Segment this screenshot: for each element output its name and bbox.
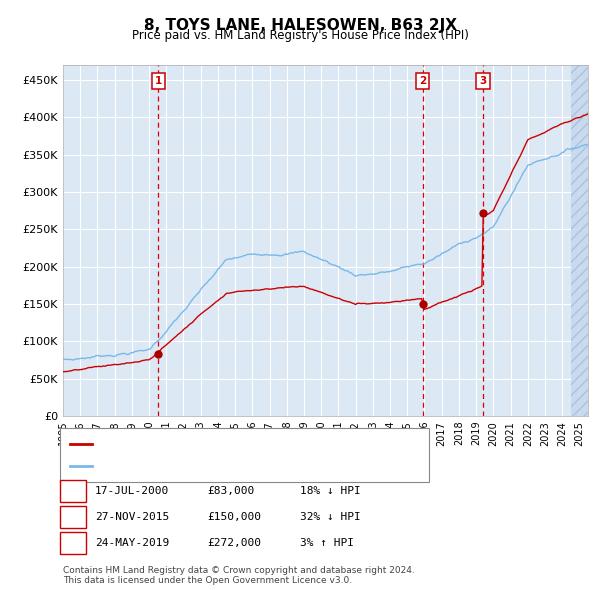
Text: 1: 1 xyxy=(155,76,162,86)
Text: £150,000: £150,000 xyxy=(207,512,261,522)
Text: 3: 3 xyxy=(479,76,487,86)
Text: £272,000: £272,000 xyxy=(207,538,261,548)
Text: Contains HM Land Registry data © Crown copyright and database right 2024.
This d: Contains HM Land Registry data © Crown c… xyxy=(63,566,415,585)
Text: 18% ↓ HPI: 18% ↓ HPI xyxy=(300,486,361,496)
Text: HPI: Average price, detached house, Dudley: HPI: Average price, detached house, Dudl… xyxy=(96,461,326,471)
Text: 1: 1 xyxy=(69,486,77,496)
Text: 8, TOYS LANE, HALESOWEN, B63 2JX (detached house): 8, TOYS LANE, HALESOWEN, B63 2JX (detach… xyxy=(96,439,382,449)
Text: 3: 3 xyxy=(69,538,77,548)
Text: 8, TOYS LANE, HALESOWEN, B63 2JX: 8, TOYS LANE, HALESOWEN, B63 2JX xyxy=(143,18,457,32)
Text: 2: 2 xyxy=(69,512,77,522)
Text: 3% ↑ HPI: 3% ↑ HPI xyxy=(300,538,354,548)
Bar xyxy=(571,65,588,416)
Text: 17-JUL-2000: 17-JUL-2000 xyxy=(95,486,169,496)
Text: 2: 2 xyxy=(419,76,427,86)
Text: 27-NOV-2015: 27-NOV-2015 xyxy=(95,512,169,522)
Text: 32% ↓ HPI: 32% ↓ HPI xyxy=(300,512,361,522)
Text: £83,000: £83,000 xyxy=(207,486,254,496)
Text: Price paid vs. HM Land Registry's House Price Index (HPI): Price paid vs. HM Land Registry's House … xyxy=(131,30,469,42)
Text: 24-MAY-2019: 24-MAY-2019 xyxy=(95,538,169,548)
